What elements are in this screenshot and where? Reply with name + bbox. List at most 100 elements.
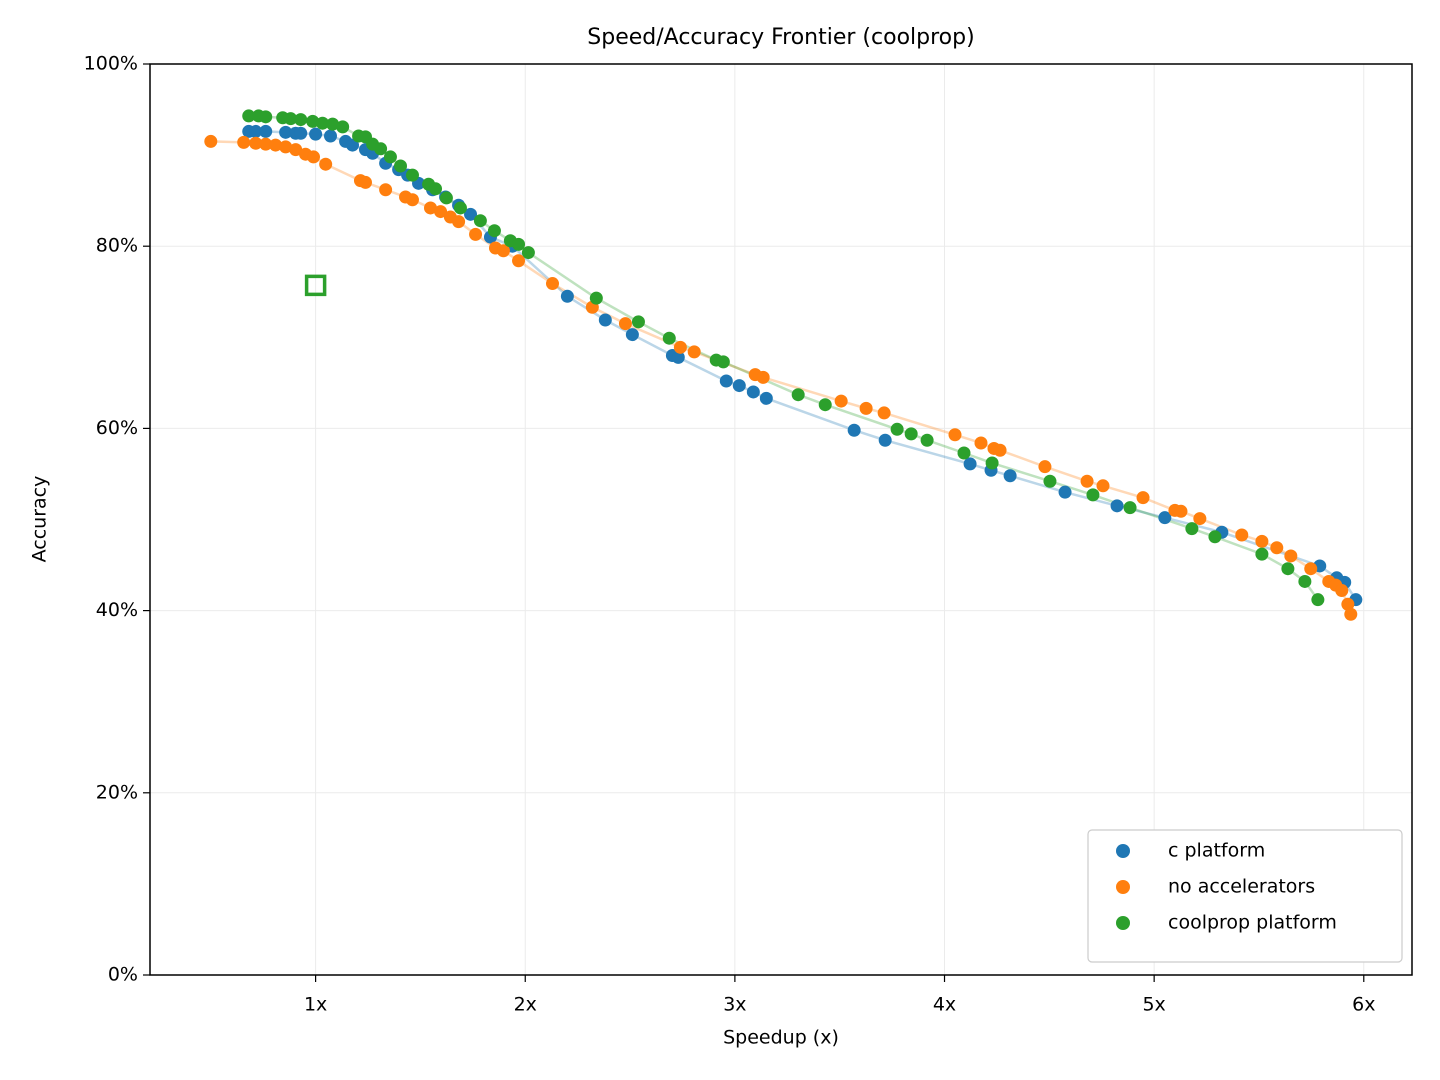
data-point [904, 427, 918, 441]
data-point [453, 201, 467, 215]
data-point [405, 193, 419, 207]
data-point [1038, 460, 1052, 474]
data-point [756, 370, 770, 384]
legend-label: no accelerators [1168, 876, 1315, 898]
data-point [512, 254, 526, 268]
trend-line [210, 140, 1352, 615]
x-tick-label: 6x [1352, 994, 1375, 1016]
data-point [920, 433, 934, 447]
legend-box [1087, 829, 1403, 963]
data-point [259, 110, 273, 124]
data-point [383, 150, 397, 164]
trend-line [248, 114, 1319, 601]
data-point [294, 126, 308, 140]
data-point [249, 124, 263, 138]
data-point [890, 422, 904, 436]
data-point [1003, 469, 1017, 483]
data-point [316, 116, 330, 130]
legend: c platform no accelerators coolprop platfo… [1087, 829, 1403, 963]
data-point [791, 388, 805, 402]
y-tick-label: 40% [96, 599, 138, 621]
data-point [439, 191, 453, 205]
data-point [379, 183, 393, 197]
y-tick-label: 20% [96, 781, 138, 803]
chart-title: Speed/Accuracy Frontier (coolprop) [587, 25, 974, 50]
data-point [1341, 597, 1355, 611]
y-tick-label: 60% [96, 417, 138, 439]
legend-marker [1116, 916, 1130, 930]
data-point [877, 406, 891, 420]
data-point [719, 374, 733, 388]
legend-marker [1116, 844, 1130, 858]
data-point [948, 428, 962, 442]
data-point [818, 398, 832, 412]
data-point [374, 142, 388, 156]
data-point [284, 112, 298, 126]
data-point [259, 124, 273, 138]
data-point [242, 109, 256, 123]
data-point [1058, 485, 1072, 499]
data-point [394, 159, 408, 173]
legend-label: coolprop platform [1168, 912, 1337, 934]
data-point [687, 345, 701, 359]
x-tick-label: 4x [933, 994, 956, 1016]
data-point [496, 244, 510, 258]
data-point [957, 446, 971, 460]
data-point [618, 317, 632, 331]
reference-point [304, 274, 327, 297]
data-point [204, 134, 218, 148]
data-point [1080, 474, 1094, 488]
data-point [1086, 488, 1100, 502]
data-point [464, 207, 478, 221]
data-point [746, 385, 760, 399]
data-point [1158, 511, 1172, 525]
data-point [326, 117, 340, 131]
data-point [1344, 607, 1358, 621]
data-point [279, 140, 293, 154]
data-point [974, 436, 988, 450]
y-tick-label: 80% [96, 235, 138, 257]
data-point [1043, 474, 1057, 488]
data-point [759, 391, 773, 405]
data-point [673, 340, 687, 354]
data-point [336, 120, 350, 134]
data-point [1110, 499, 1124, 513]
legend-label: c platform [1168, 840, 1265, 862]
x-tick-label: 2x [514, 994, 537, 1016]
data-point [259, 137, 273, 151]
data-point [405, 168, 419, 182]
x-tick-label: 1x [304, 994, 327, 1016]
data-point [1174, 504, 1188, 518]
data-point [671, 350, 685, 364]
y-tick-label: 100% [84, 53, 138, 75]
data-point [732, 379, 746, 393]
data-point [1096, 479, 1110, 493]
data-point [309, 127, 323, 141]
x-axis-label: Speedup (x) [723, 1027, 839, 1049]
data-point [1298, 574, 1312, 588]
y-axis-label: Accuracy [29, 476, 51, 563]
data-point [452, 215, 466, 229]
data-point [473, 214, 487, 228]
data-point [469, 227, 483, 241]
data-point [1193, 512, 1207, 526]
data-point [598, 313, 612, 327]
data-point [307, 150, 321, 164]
data-point [294, 113, 308, 127]
data-point [1123, 501, 1137, 515]
data-point [423, 201, 437, 215]
data-point [662, 331, 676, 345]
data-point [346, 138, 360, 152]
data-point [1270, 541, 1284, 555]
data-point [1136, 491, 1150, 505]
data-point [487, 224, 501, 238]
data-point [1311, 593, 1325, 607]
data-point [985, 456, 999, 470]
data-point [859, 401, 873, 415]
data-point [279, 125, 293, 139]
data-point [319, 157, 333, 171]
data-point [1255, 547, 1269, 561]
legend-marker [1116, 880, 1130, 894]
data-point [289, 143, 303, 157]
data-point [878, 433, 892, 447]
